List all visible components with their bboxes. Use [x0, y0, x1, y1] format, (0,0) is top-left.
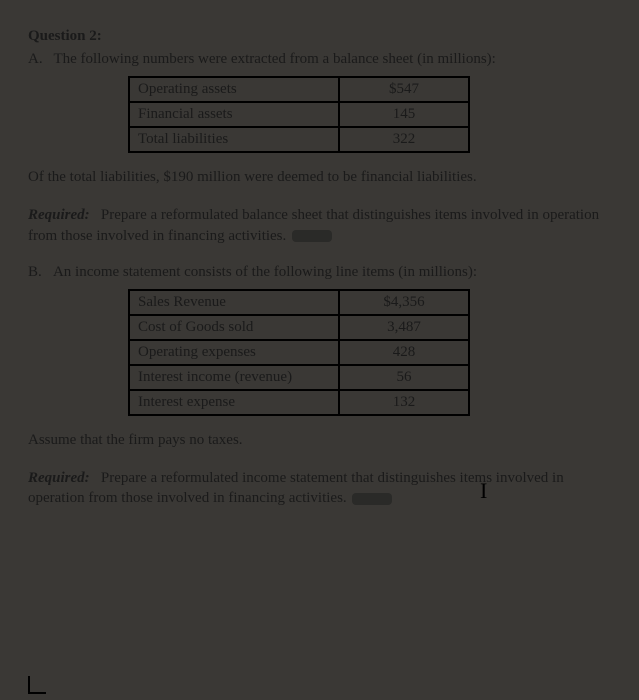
cell-value: 322	[339, 127, 469, 152]
cell-label: Total liabilities	[129, 127, 339, 152]
required-label: Required:	[28, 470, 90, 486]
table-row: Cost of Goods sold 3,487	[129, 315, 469, 340]
table-row: Sales Revenue $4,356	[129, 290, 469, 315]
cell-value: $4,356	[339, 290, 469, 315]
table-row: Interest expense 132	[129, 390, 469, 415]
required-label: Required:	[28, 207, 90, 223]
part-a-note: Of the total liabilities, $190 million w…	[28, 167, 611, 187]
table-row: Operating expenses 428	[129, 340, 469, 365]
table-row: Interest income (revenue) 56	[129, 365, 469, 390]
part-b-intro: B. An income statement consists of the f…	[28, 264, 611, 281]
crop-mark-icon	[28, 676, 46, 694]
part-a-required: Required: Prepare a reformulated balance…	[28, 205, 611, 246]
part-a-letter: A.	[28, 51, 50, 68]
cell-label: Financial assets	[129, 102, 339, 127]
part-a-intro-text: The following numbers were extracted fro…	[53, 51, 495, 67]
balance-sheet-table: Operating assets $547 Financial assets 1…	[128, 76, 470, 153]
cell-label: Interest expense	[129, 390, 339, 415]
cell-value: 56	[339, 365, 469, 390]
part-b-intro-text: An income statement consists of the foll…	[53, 264, 477, 280]
cell-label: Interest income (revenue)	[129, 365, 339, 390]
table-row: Financial assets 145	[129, 102, 469, 127]
cell-label: Cost of Goods sold	[129, 315, 339, 340]
table-row: Operating assets $547	[129, 77, 469, 102]
cell-label: Sales Revenue	[129, 290, 339, 315]
cell-value: 132	[339, 390, 469, 415]
part-a-intro: A. The following numbers were extracted …	[28, 51, 611, 68]
cell-label: Operating assets	[129, 77, 339, 102]
cell-value: $547	[339, 77, 469, 102]
part-b-assume: Assume that the firm pays no taxes.	[28, 430, 611, 450]
cell-value: 145	[339, 102, 469, 127]
redaction-mark	[292, 230, 332, 242]
cell-value: 428	[339, 340, 469, 365]
table-row: Total liabilities 322	[129, 127, 469, 152]
required-text: Prepare a reformulated income statement …	[28, 470, 564, 506]
income-statement-table: Sales Revenue $4,356 Cost of Goods sold …	[128, 289, 470, 416]
redaction-mark	[352, 493, 392, 505]
cell-label: Operating expenses	[129, 340, 339, 365]
part-b-letter: B.	[28, 264, 50, 281]
cell-value: 3,487	[339, 315, 469, 340]
question-heading: Question 2:	[28, 28, 611, 45]
part-b-required: Required: Prepare a reformulated income …	[28, 468, 611, 509]
